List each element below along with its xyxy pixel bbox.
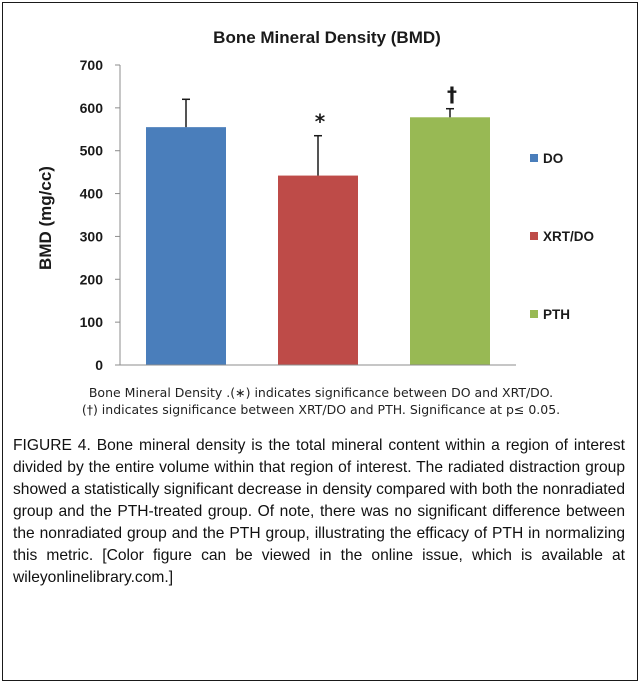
significance-marker: * xyxy=(315,110,326,134)
bar-do xyxy=(146,127,226,366)
y-tick-label: 700 xyxy=(80,57,104,73)
y-tick-label: 400 xyxy=(80,186,104,202)
plot-area: 0 100 200 300 400 500 600 700 * † xyxy=(80,57,516,370)
y-tick-label: 300 xyxy=(80,228,104,244)
legend-swatch xyxy=(530,232,538,240)
y-tick-label: 600 xyxy=(80,100,104,116)
bar-xrt-do xyxy=(278,175,358,365)
chart-caption-line-2: (†) indicates significance between XRT/D… xyxy=(81,402,561,417)
legend-swatch xyxy=(530,310,538,318)
bar-chart: Bone Mineral Density (BMD) BMD (mg/cc) 0… xyxy=(36,28,594,370)
y-axis-label: BMD (mg/cc) xyxy=(36,166,55,270)
figure-caption: FIGURE 4. Bone mineral density is the to… xyxy=(13,437,625,586)
significance-marker: † xyxy=(447,83,457,107)
legend-label: XRT/DO xyxy=(543,229,594,244)
chart-caption-line-1: Bone Mineral Density .(∗) indicates sign… xyxy=(88,385,554,400)
chart-title: Bone Mineral Density (BMD) xyxy=(213,28,441,47)
y-tick-label: 200 xyxy=(80,271,104,287)
legend-label: PTH xyxy=(543,307,570,322)
legend: DO XRT/DO PTH xyxy=(530,151,594,322)
bar-pth xyxy=(410,117,490,366)
y-tick-label: 0 xyxy=(95,357,103,370)
legend-label: DO xyxy=(543,151,563,166)
y-tick-label: 500 xyxy=(80,143,104,159)
legend-swatch xyxy=(530,154,538,162)
y-tick-label: 100 xyxy=(80,314,104,330)
